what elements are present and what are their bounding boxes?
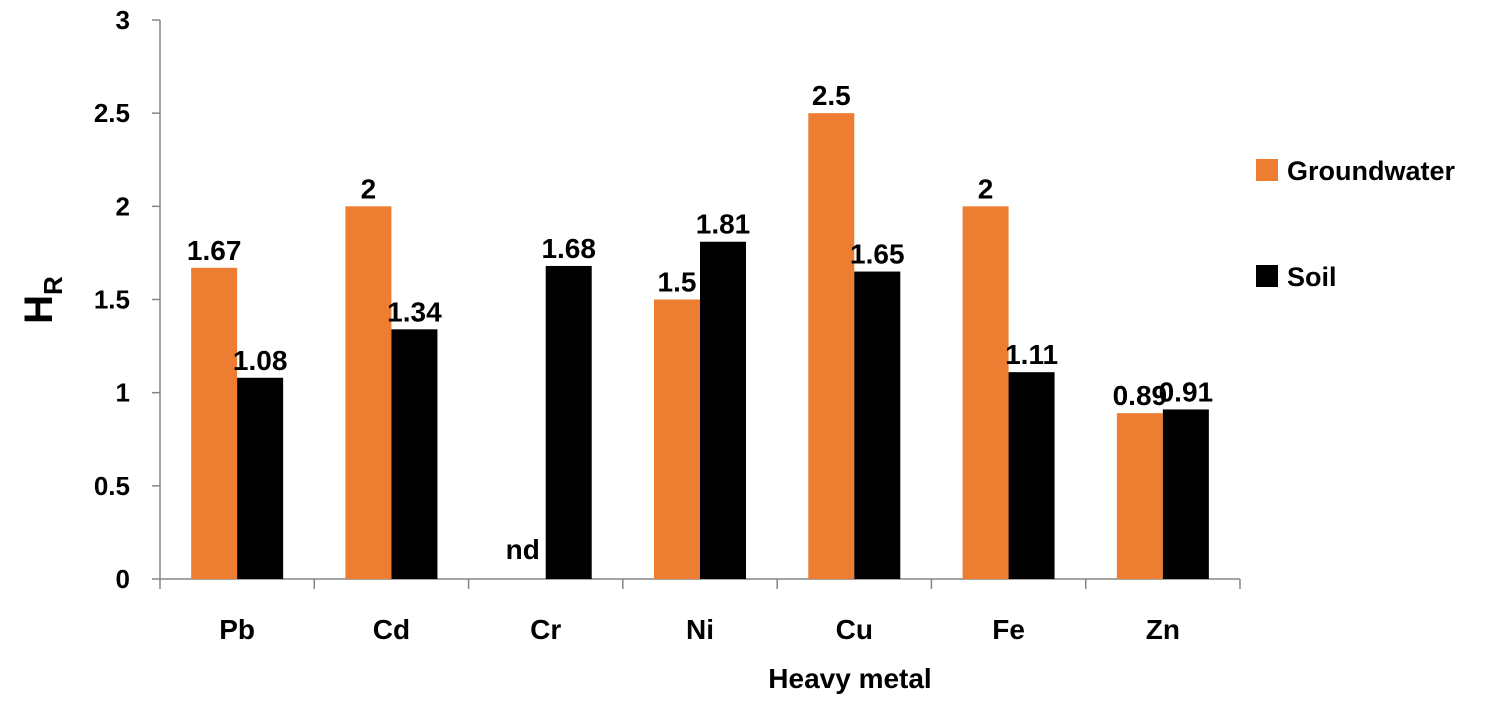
bar-soil-fe — [1008, 372, 1055, 579]
data-labels: 1.67 2 nd 1.5 2.5 2 0.89 1.08 1.34 1.68 1.81 1.65 1.… — [187, 80, 1213, 565]
legend-swatch-groundwater — [1256, 159, 1278, 181]
x-tick-label: Ni — [686, 614, 714, 645]
y-tick-label: 0.5 — [94, 471, 130, 501]
bars — [191, 113, 1209, 580]
x-tick-label: Pb — [219, 614, 255, 645]
bar-groundwater-cu — [808, 113, 855, 580]
data-label-groundwater-cd: 2 — [361, 173, 377, 204]
y-axis: 0 0.5 1 1.5 2 2.5 3 — [94, 5, 161, 594]
data-label-groundwater-ni: 1.5 — [658, 267, 697, 298]
data-label-soil-cd: 1.34 — [387, 296, 442, 327]
x-tick-label: Cu — [836, 614, 873, 645]
y-tick-label: 2.5 — [94, 98, 130, 128]
y-tick-label: 1 — [116, 378, 130, 408]
y-axis-title-main: H — [17, 295, 61, 324]
data-label-groundwater-cr: nd — [506, 534, 540, 565]
legend-swatch-soil — [1256, 265, 1278, 287]
data-label-soil-ni: 1.81 — [696, 209, 751, 240]
bar-soil-cu — [854, 271, 901, 579]
bar-soil-ni — [700, 241, 746, 579]
bar-soil-pb — [237, 377, 284, 579]
bar-soil-cd — [391, 329, 438, 579]
y-axis-title: HR — [17, 276, 68, 324]
x-axis: Pb Cd Cr Ni Cu Fe Zn — [159, 578, 1241, 645]
data-label-groundwater-pb: 1.67 — [187, 235, 242, 266]
y-tick-label: 3 — [116, 5, 130, 35]
data-label-groundwater-fe: 2 — [978, 173, 994, 204]
legend: Groundwater Soil — [1256, 156, 1456, 292]
bar-groundwater-ni — [654, 299, 700, 579]
data-label-soil-pb: 1.08 — [233, 345, 288, 376]
x-axis-title: Heavy metal — [768, 663, 931, 694]
bar-groundwater-zn — [1116, 413, 1163, 579]
bar-groundwater-cd — [345, 206, 392, 580]
x-tick-label: Cr — [530, 614, 561, 645]
legend-label-groundwater: Groundwater — [1287, 156, 1456, 186]
bar-soil-zn — [1162, 409, 1209, 579]
y-tick-label: 0 — [116, 564, 130, 594]
legend-label-soil: Soil — [1287, 262, 1337, 292]
y-axis-title-subscript: R — [38, 276, 68, 295]
y-tick-label: 2 — [116, 191, 130, 221]
data-label-soil-zn: 0.91 — [1159, 376, 1214, 407]
x-tick-label: Fe — [992, 614, 1025, 645]
data-label-groundwater-cu: 2.5 — [812, 80, 851, 111]
y-tick-label: 1.5 — [94, 285, 130, 315]
bar-groundwater-pb — [191, 267, 238, 579]
x-tick-label: Cd — [373, 614, 410, 645]
bar-groundwater-fe — [962, 206, 1009, 580]
data-label-groundwater-zn: 0.89 — [1113, 380, 1168, 411]
data-label-soil-fe: 1.11 — [1005, 339, 1058, 370]
bar-soil-cr — [545, 265, 592, 579]
data-label-soil-cr: 1.68 — [541, 233, 596, 264]
x-tick-label: Zn — [1146, 614, 1180, 645]
data-label-soil-cu: 1.65 — [850, 239, 905, 270]
